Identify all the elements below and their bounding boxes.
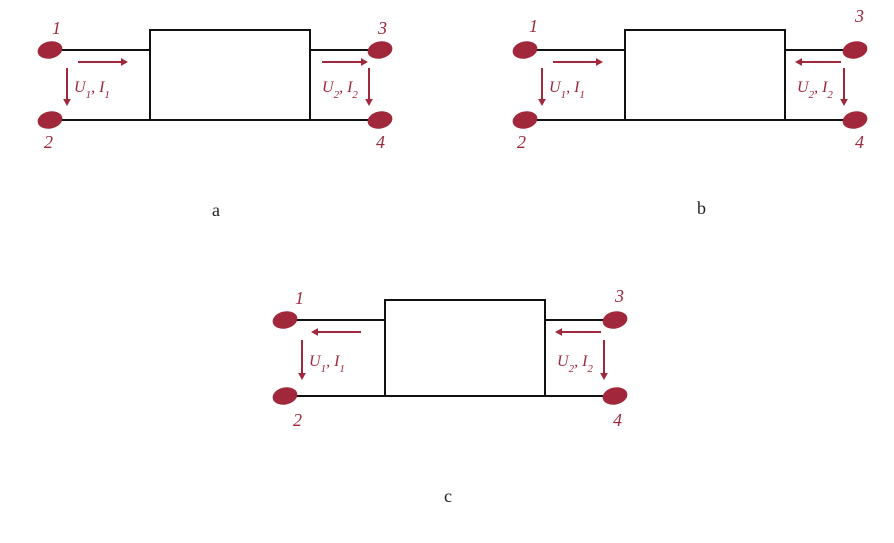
current-arrow-left-head [121,58,128,66]
panel-c: 1 2 3 4 U1, I1 U2, I2 [255,270,645,440]
port-label-2: 2 [293,410,302,430]
port-node-4 [367,110,394,131]
network-box [150,30,310,120]
label-u1-i1: U1, I1 [74,79,110,101]
port-node-4 [842,110,869,131]
label-u2-i2: U2, I2 [797,79,833,101]
port-node-3 [367,40,394,61]
voltage-arrow-left-head [63,99,71,106]
label-u2-i2: U2, I2 [322,79,358,101]
two-port-network-a: 1 2 3 4 U1, I1 U2, I2 [20,10,410,170]
port-label-4: 4 [613,410,622,430]
label-u1-i1: U1, I1 [549,79,585,101]
port-node-3 [602,310,629,331]
current-arrow-left-head [311,328,318,336]
port-node-3 [842,40,869,61]
port-label-3: 3 [614,286,624,306]
port-node-1 [272,310,299,331]
network-box [625,30,785,120]
diagram-page: 1 2 3 4 U1, I1 U2, I2 a 1 2 3 4 U1, I1 U2, I2 b 1 2… [0,0,894,543]
voltage-arrow-right-head [840,99,848,106]
network-box [385,300,545,396]
port-label-1: 1 [52,18,61,38]
voltage-arrow-left-head [538,99,546,106]
two-port-network-c: 1 2 3 4 U1, I1 U2, I2 [255,270,645,440]
voltage-arrow-right-head [365,99,373,106]
label-u2-i2: U2, I2 [557,353,593,375]
two-port-network-b: 1 2 3 4 U1, I1 U2, I2 [495,0,885,160]
voltage-arrow-right-head [600,373,608,380]
port-node-4 [602,386,629,407]
caption-c: c [444,486,452,507]
port-node-2 [37,110,64,131]
label-u1-i1: U1, I1 [309,353,345,375]
caption-a: a [212,200,220,221]
port-label-2: 2 [44,132,53,152]
port-node-2 [272,386,299,407]
port-node-1 [512,40,539,61]
voltage-arrow-left-head [298,373,306,380]
port-label-4: 4 [376,132,385,152]
current-arrow-right-head [795,58,802,66]
port-label-1: 1 [295,288,304,308]
caption-b: b [697,198,706,219]
current-arrow-right-head [361,58,368,66]
port-label-3: 3 [377,18,387,38]
port-label-2: 2 [517,132,526,152]
port-node-2 [512,110,539,131]
port-node-1 [37,40,64,61]
port-label-1: 1 [529,16,538,36]
panel-a: 1 2 3 4 U1, I1 U2, I2 [20,10,410,170]
current-arrow-right-head [555,328,562,336]
port-label-4: 4 [855,132,864,152]
port-label-3: 3 [854,6,864,26]
panel-b: 1 2 3 4 U1, I1 U2, I2 [495,0,885,160]
current-arrow-left-head [596,58,603,66]
